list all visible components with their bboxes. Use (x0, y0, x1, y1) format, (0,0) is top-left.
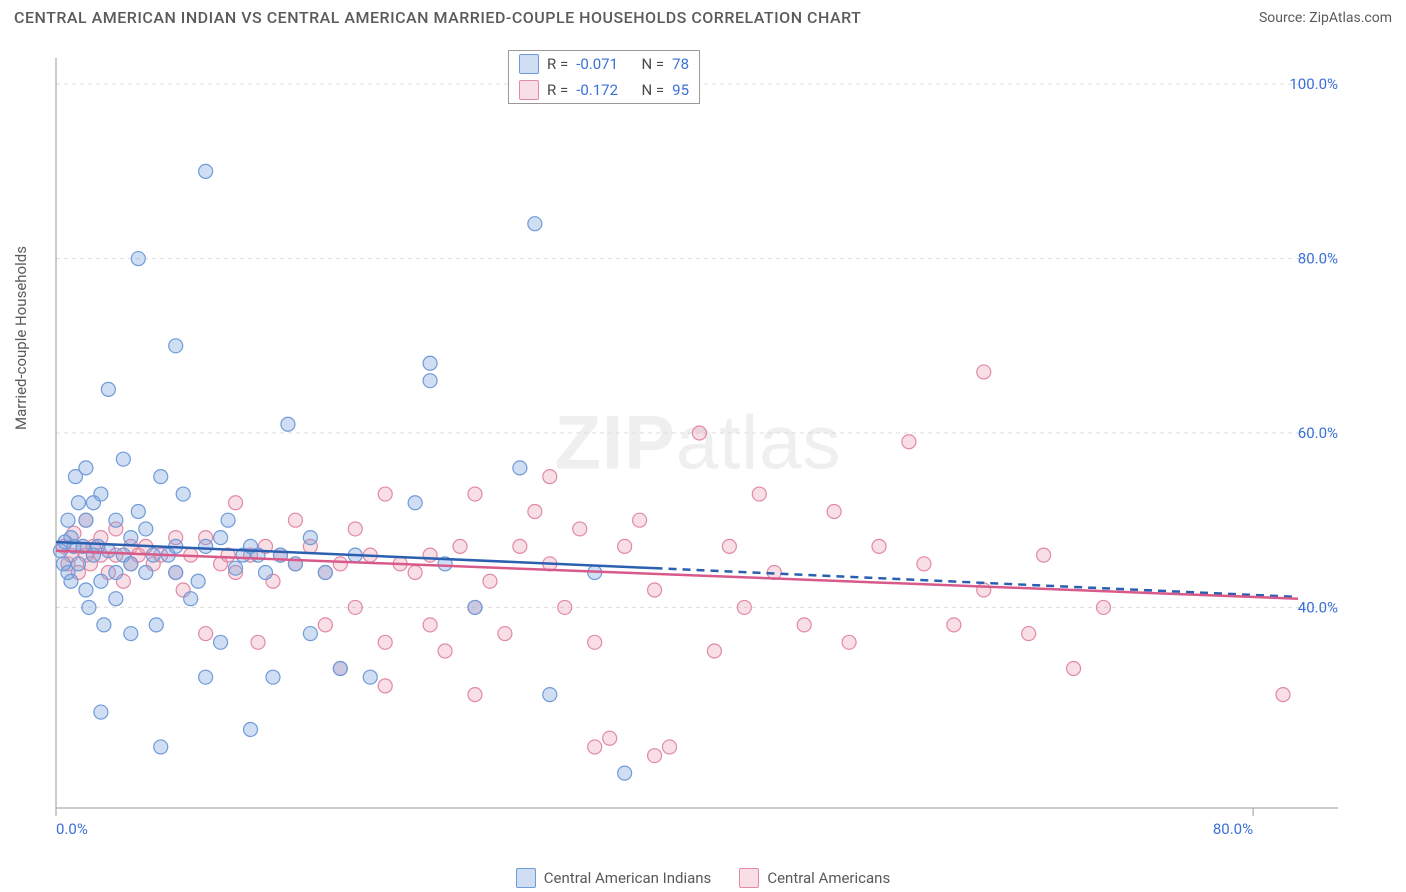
legend-item-blue: Central American Indians (516, 868, 712, 888)
bottom-legend: Central American Indians Central American… (0, 868, 1406, 888)
scatter-chart: 0.0% 80.0% 40.0% 60.0% 80.0% 100.0% (48, 48, 1348, 838)
stats-row-pink: R = -0.172 N = 95 (509, 77, 699, 103)
legend-label-blue: Central American Indians (544, 869, 712, 887)
svg-text:100.0%: 100.0% (1289, 75, 1338, 93)
source-label: Source: ZipAtlas.com (1259, 10, 1392, 26)
stats-swatch-blue (519, 54, 539, 74)
svg-text:60.0%: 60.0% (1298, 424, 1338, 442)
svg-text:0.0%: 0.0% (56, 820, 88, 838)
legend-label-pink: Central Americans (767, 869, 890, 887)
y-axis-label: Married-couple Households (12, 246, 30, 430)
legend-item-pink: Central Americans (739, 868, 890, 888)
r-label-2: R = (547, 81, 568, 99)
r-label: R = (547, 55, 568, 73)
legend-swatch-pink (739, 868, 759, 888)
svg-text:80.0%: 80.0% (1213, 820, 1253, 838)
stats-box: R = -0.071 N = 78 R = -0.172 N = 95 (508, 50, 700, 104)
svg-text:40.0%: 40.0% (1298, 598, 1338, 616)
n-value-pink: 95 (672, 81, 689, 99)
svg-text:80.0%: 80.0% (1298, 250, 1338, 268)
legend-swatch-blue (516, 868, 536, 888)
chart-title: CENTRAL AMERICAN INDIAN VS CENTRAL AMERI… (14, 8, 861, 27)
stats-swatch-pink (519, 80, 539, 100)
stats-row-blue: R = -0.071 N = 78 (509, 51, 699, 77)
n-label-2: N = (641, 81, 664, 99)
n-value-blue: 78 (672, 55, 689, 73)
n-label: N = (641, 55, 664, 73)
r-value-pink: -0.172 (576, 81, 618, 99)
r-value-blue: -0.071 (576, 55, 618, 73)
